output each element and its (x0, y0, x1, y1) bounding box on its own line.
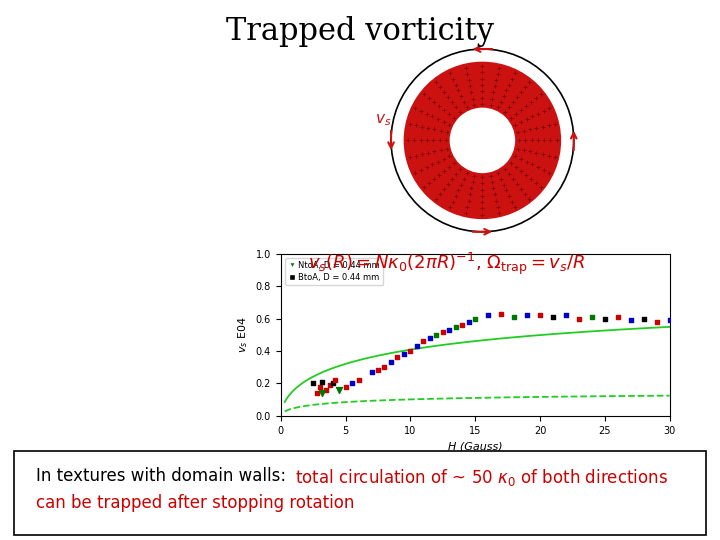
Text: $\mathit{v}_s(R) = N\kappa_0(2\pi R)^{-1}$, $\Omega_\mathrm{trap} = \mathit{v}_s: $\mathit{v}_s(R) = N\kappa_0(2\pi R)^{-1… (308, 251, 585, 278)
Point (333, 386, 345, 394)
Point (560, 311, 572, 320)
Point (366, 368, 377, 376)
Point (317, 389, 328, 397)
Text: In textures with domain walls:: In textures with domain walls: (36, 467, 292, 485)
Point (437, 327, 449, 336)
Text: total circulation of ~ 50 $\kappa_0$ of both directions: total circulation of ~ 50 $\kappa_0$ of … (295, 467, 668, 488)
Point (521, 311, 533, 320)
Point (495, 309, 507, 318)
Point (327, 379, 338, 388)
Point (547, 313, 559, 321)
Point (456, 321, 468, 329)
Point (534, 311, 546, 320)
Point (482, 311, 494, 320)
Point (625, 316, 636, 325)
X-axis label: H (Gauss): H (Gauss) (448, 441, 503, 451)
Point (463, 318, 474, 326)
Point (469, 314, 481, 323)
Point (405, 347, 416, 355)
Y-axis label: $v_s$ E04: $v_s$ E04 (236, 316, 250, 353)
Point (450, 322, 462, 331)
Point (320, 386, 332, 394)
Point (573, 314, 585, 323)
Legend: NtoA, D = 0.44 mm, BtoA, D = 0.44 mm: NtoA, D = 0.44 mm, BtoA, D = 0.44 mm (285, 258, 383, 285)
Point (392, 353, 403, 362)
Text: can be trapped after stopping rotation: can be trapped after stopping rotation (36, 494, 354, 512)
Point (330, 376, 341, 384)
Point (418, 337, 429, 346)
Point (431, 330, 442, 339)
Point (379, 363, 390, 372)
Point (317, 377, 328, 386)
Point (651, 318, 662, 326)
Text: Trapped vorticity: Trapped vorticity (226, 16, 494, 47)
Point (444, 326, 455, 334)
Point (340, 382, 351, 391)
Point (612, 313, 624, 321)
Point (372, 366, 384, 375)
Point (638, 314, 649, 323)
Point (508, 313, 520, 321)
Circle shape (449, 107, 516, 173)
Point (586, 313, 598, 321)
Point (664, 316, 675, 325)
Point (398, 350, 410, 359)
Point (314, 382, 325, 391)
Text: $\mathit{v}_s$: $\mathit{v}_s$ (374, 112, 391, 128)
Point (307, 379, 319, 388)
Point (424, 334, 436, 342)
Point (311, 389, 323, 397)
Point (599, 314, 611, 323)
Circle shape (404, 62, 561, 219)
Point (411, 342, 423, 350)
Point (346, 379, 358, 388)
Point (353, 376, 364, 384)
Point (324, 381, 336, 389)
Point (385, 358, 397, 367)
